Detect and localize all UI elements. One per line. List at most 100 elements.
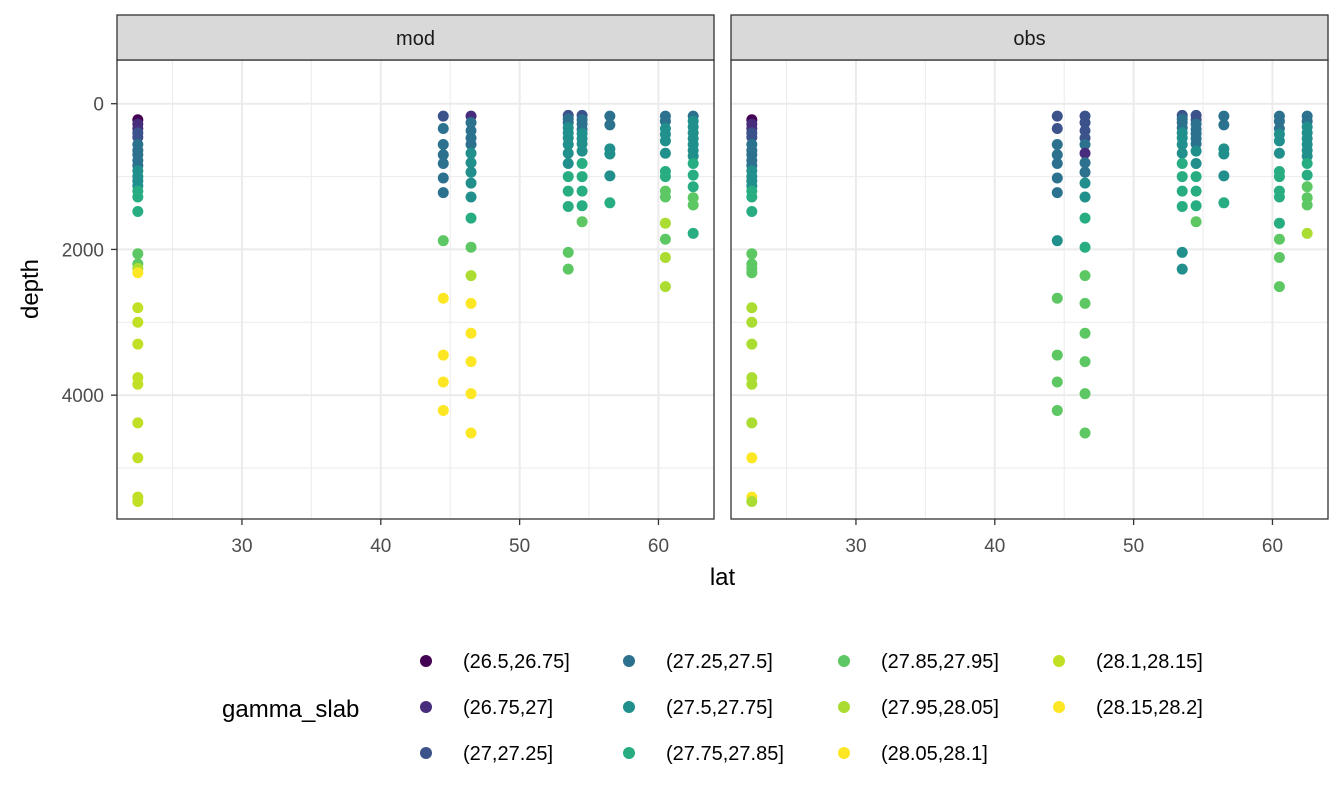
data-point (132, 338, 144, 350)
x-axis: 30 40 50 60 30 40 50 60 (231, 519, 1283, 557)
legend-key-label: (27.75,27.85] (666, 743, 784, 765)
data-point (465, 427, 477, 439)
data-point (1051, 235, 1063, 247)
data-point (132, 316, 144, 328)
data-point (576, 157, 588, 169)
x-tick-label: 60 (1262, 536, 1283, 557)
data-point (465, 117, 477, 129)
data-point (1051, 349, 1063, 361)
data-point (1079, 327, 1091, 339)
data-point (1176, 147, 1188, 159)
x-axis-title: lat (710, 564, 736, 591)
panel-obs-points (746, 109, 1313, 508)
data-point (132, 191, 144, 203)
panel-mod-points (132, 109, 699, 508)
data-point (1051, 149, 1063, 161)
data-point (1190, 216, 1202, 228)
data-point (465, 388, 477, 400)
data-point (562, 263, 574, 275)
legend-key-marker (623, 701, 635, 713)
data-point (746, 378, 758, 390)
data-point (1176, 157, 1188, 169)
data-point (746, 206, 758, 218)
x-tick-label: 50 (1123, 536, 1144, 557)
data-point (1051, 187, 1063, 199)
data-point (746, 248, 758, 260)
data-point (659, 217, 671, 229)
data-point (465, 356, 477, 368)
data-point (746, 452, 758, 464)
data-point (659, 135, 671, 147)
data-point (1079, 139, 1091, 151)
data-point (1079, 177, 1091, 189)
data-point (132, 248, 144, 260)
data-point (132, 452, 144, 464)
data-point (562, 185, 574, 197)
data-point (562, 139, 574, 151)
data-point (562, 171, 574, 183)
data-point (746, 338, 758, 350)
data-point (576, 200, 588, 212)
data-point (604, 170, 616, 182)
data-point (1051, 376, 1063, 388)
y-tick-label: 0 (93, 95, 104, 116)
data-point (437, 122, 449, 134)
data-point (1079, 270, 1091, 282)
legend-key-marker (623, 747, 635, 759)
panel-obs: obs (730, 14, 1329, 520)
data-point (132, 267, 144, 279)
data-point (437, 235, 449, 247)
data-point (437, 292, 449, 304)
data-point (746, 302, 758, 314)
strip-mod (116, 14, 715, 61)
legend-key-marker (420, 655, 432, 667)
data-point (1273, 251, 1285, 263)
data-point (604, 119, 616, 131)
data-point (1273, 281, 1285, 293)
panel-mod-background (117, 60, 714, 519)
x-tick-label: 40 (370, 536, 391, 557)
data-point (1079, 427, 1091, 439)
data-point (437, 157, 449, 169)
y-tick-label: 2000 (62, 240, 104, 261)
legend-key-marker (1053, 701, 1065, 713)
data-point (132, 302, 144, 314)
data-point (1051, 172, 1063, 184)
data-point (1079, 117, 1091, 129)
legend: gamma_slab (26.5,26.75] (26.75,27] (27,27.… (222, 651, 1203, 765)
data-point (465, 212, 477, 224)
data-point (1079, 297, 1091, 309)
data-point (562, 147, 574, 159)
data-point (659, 191, 671, 203)
data-point (687, 199, 699, 211)
data-point (576, 171, 588, 183)
strip-obs (730, 14, 1329, 61)
data-point (1218, 110, 1230, 122)
legend-key-label: (26.5,26.75] (463, 651, 570, 673)
x-tick-label: 30 (845, 536, 866, 557)
data-point (746, 316, 758, 328)
data-point (437, 172, 449, 184)
legend-key-marker (623, 655, 635, 667)
data-point (687, 169, 699, 181)
data-point (1190, 157, 1202, 169)
data-point (746, 191, 758, 203)
panel-mod: mod (116, 14, 715, 520)
data-point (1051, 110, 1063, 122)
strip-label-obs: obs (1013, 28, 1045, 50)
data-point (1079, 157, 1091, 169)
data-point (465, 191, 477, 203)
data-point (465, 177, 477, 189)
data-point (132, 206, 144, 218)
data-point (576, 185, 588, 197)
data-point (1273, 217, 1285, 229)
data-point (1273, 135, 1285, 147)
legend-key-label: (27.85,27.95] (881, 651, 999, 673)
legend-title: gamma_slab (222, 696, 359, 723)
legend-key-label: (28.15,28.2] (1096, 697, 1203, 719)
data-point (132, 496, 144, 508)
data-point (1079, 166, 1091, 178)
data-point (1176, 171, 1188, 183)
data-point (687, 157, 699, 169)
data-point (465, 270, 477, 282)
